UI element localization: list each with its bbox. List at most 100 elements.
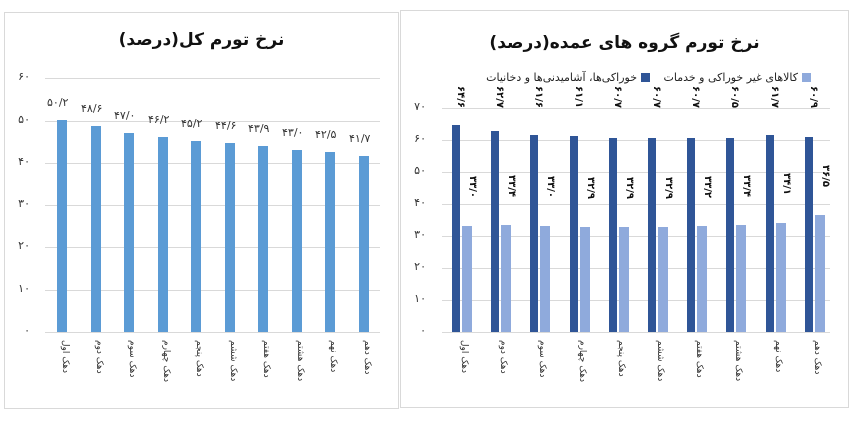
y-tick-label: ۱۰ (18, 282, 30, 295)
data-label: ۳۲/۹ (624, 177, 635, 199)
bar-food (687, 138, 695, 332)
data-label: ۳۳/۴ (506, 175, 517, 197)
bar-food (648, 138, 656, 332)
gridline (45, 247, 380, 248)
data-label: ۶۴/۶ (455, 86, 466, 108)
legend-label-food: خوراکی‌ها، آشامیدنی‌ها و دخانیات (486, 71, 637, 84)
total-inflation-title: نرخ تورم کل(درصد) (118, 30, 285, 50)
legend-item-food: خوراکی‌ها، آشامیدنی‌ها و دخانیات (486, 71, 650, 84)
data-label: ۶۰/۷ (651, 86, 662, 108)
bar-food (805, 137, 813, 332)
y-tick-label: ۴۰ (18, 155, 30, 168)
data-label: ۴۴/۶ (215, 119, 237, 132)
bar-nonfood (580, 227, 590, 332)
x-axis-label: دهک دوم (498, 340, 508, 374)
gridline (442, 140, 830, 141)
x-axis-label: دهک چهارم (161, 340, 171, 383)
bar (57, 120, 67, 332)
bar-nonfood (501, 225, 511, 332)
x-axis-label: دهک پنجم (194, 340, 204, 377)
x-axis-label: دهک ششم (228, 340, 238, 382)
bar (225, 143, 235, 332)
data-label: ۳۲/۹ (663, 177, 674, 199)
data-label: ۴۶/۲ (148, 113, 170, 126)
legend-swatch-nonfood (802, 73, 811, 82)
y-tick-label: ۰ (420, 324, 426, 337)
bar-nonfood (776, 223, 786, 332)
bar (292, 150, 302, 332)
data-label: ۳۶/۵ (820, 165, 831, 187)
data-label: ۶۰/۹ (808, 86, 819, 108)
gridline (45, 205, 380, 206)
x-axis-label: دهک ششم (655, 340, 665, 382)
bar-nonfood (658, 227, 668, 332)
data-label: ۶۰/۷ (612, 86, 623, 108)
data-label: ۶۰/۵ (729, 86, 740, 108)
bar-nonfood (736, 225, 746, 332)
gridline (442, 108, 830, 109)
gridline (442, 204, 830, 205)
y-tick-label: ۵۰ (414, 164, 426, 177)
x-axis-label: دهک نهم (328, 340, 338, 373)
gridline (442, 172, 830, 173)
bar-nonfood (815, 215, 825, 332)
bar (91, 126, 101, 332)
gridline (45, 290, 380, 291)
bar-food (530, 135, 538, 332)
bar-food (609, 138, 617, 332)
data-label: ۴۸/۶ (81, 102, 103, 115)
bar (158, 137, 168, 332)
data-label: ۴۳/۰ (282, 126, 304, 139)
bar (359, 156, 369, 332)
y-tick-label: ۶۰ (18, 70, 30, 83)
y-tick-label: ۰ (24, 324, 30, 337)
data-label: ۳۲/۹ (585, 177, 596, 199)
x-axis-label: دهک سوم (537, 340, 547, 378)
y-tick-label: ۲۰ (414, 260, 426, 273)
x-axis-label: دهک نهم (773, 340, 783, 373)
bar-nonfood (462, 226, 472, 332)
bar-nonfood (697, 226, 707, 332)
legend-swatch-food (641, 73, 650, 82)
x-axis-label: دهک هفتم (261, 340, 271, 378)
x-axis-label: دهک اول (60, 340, 70, 374)
y-tick-label: ۱۰ (414, 292, 426, 305)
legend-item-nonfood: کالاهای غیر خوراکی و خدمات (664, 71, 811, 84)
data-label: ۶۰/۷ (690, 86, 701, 108)
data-label: ۶۱/۱ (573, 86, 584, 108)
bar (258, 146, 268, 332)
data-label: ۳۳/۰ (467, 176, 478, 198)
y-tick-label: ۳۰ (18, 197, 30, 210)
group-inflation-title: نرخ تورم گروه های عمده(درصد) (489, 33, 760, 53)
data-label: ۴۳/۹ (248, 122, 270, 135)
data-label: ۴۷/۰ (114, 109, 136, 122)
data-label: ۶۱/۷ (769, 86, 780, 108)
bar-food (766, 135, 774, 332)
bar (124, 133, 134, 332)
x-axis-label: دهک دوم (94, 340, 104, 374)
data-label: ۴۱/۷ (349, 132, 371, 145)
bar (325, 152, 335, 332)
gridline (442, 268, 830, 269)
gridline (45, 332, 380, 333)
data-label: ۳۳/۴ (741, 175, 752, 197)
bar-nonfood (619, 227, 629, 332)
gridline (45, 78, 380, 79)
y-tick-label: ۴۰ (414, 196, 426, 209)
x-axis-label: دهک دهم (362, 340, 372, 375)
bar-food (452, 125, 460, 332)
x-axis-label: دهک اول (459, 340, 469, 374)
x-axis-label: دهک چهارم (577, 340, 587, 383)
data-label: ۳۴/۱ (781, 173, 792, 195)
data-label: ۵۰/۲ (47, 96, 69, 109)
data-label: ۴۲/۵ (315, 128, 337, 141)
x-axis-label: دهک هشتم (295, 340, 305, 382)
bar-food (726, 138, 734, 332)
bar-nonfood (540, 226, 550, 332)
y-tick-label: ۵۰ (18, 113, 30, 126)
gridline (442, 332, 830, 333)
bar (191, 141, 201, 332)
x-axis-label: دهک دهم (812, 340, 822, 375)
y-tick-label: ۶۰ (414, 132, 426, 145)
data-label: ۶۲/۷ (494, 86, 505, 108)
